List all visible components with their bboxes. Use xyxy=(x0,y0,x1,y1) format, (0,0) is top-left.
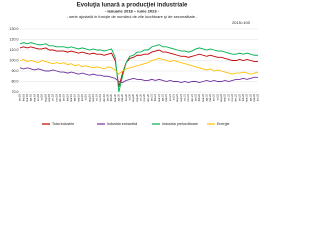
y-tick-label: 120.0 xyxy=(10,37,19,41)
x-tick-label: apr.19 xyxy=(73,93,77,101)
y-tick-label: 70.0 xyxy=(12,90,19,94)
x-tick-label: dec.18 xyxy=(58,93,62,101)
x-tick-label: feb.18 xyxy=(21,93,25,101)
y-tick-label: 100.0 xyxy=(10,58,19,62)
x-tick-label: ian.18 xyxy=(18,93,22,101)
x-tick-label: sep.20 xyxy=(135,93,139,101)
x-tick-label: sep.19 xyxy=(91,93,95,101)
x-tick-label: apr.18 xyxy=(29,93,33,101)
legend-label: Energie xyxy=(217,122,229,126)
x-tick-label: mai.22 xyxy=(208,93,212,101)
chart-title: Evoluţia lunară a producţiei industriale xyxy=(77,3,188,9)
x-tick-label: mar.20 xyxy=(113,93,117,101)
x-tick-label: aug.19 xyxy=(87,93,91,101)
x-tick-label: oct.19 xyxy=(95,93,99,101)
x-tick-label: apr.23 xyxy=(248,93,252,101)
legend-label: Total industrie xyxy=(52,122,74,126)
x-tick-label: feb.21 xyxy=(153,93,157,101)
x-tick-label: oct.18 xyxy=(51,93,55,101)
series-line xyxy=(19,57,259,75)
x-tick-label: iul.21 xyxy=(171,93,175,100)
series-line xyxy=(19,42,258,93)
chart-subtitle: - ianuarie 2018 – iunie 2023 - xyxy=(105,9,160,14)
x-tick-label: iun.20 xyxy=(124,93,128,101)
x-tick-label: iul.19 xyxy=(84,93,88,100)
x-tick-label: ian.20 xyxy=(106,93,110,101)
x-tick-label: iun.22 xyxy=(212,93,216,101)
x-tick-label: ian.22 xyxy=(193,93,197,101)
y-tick-label: 130.0 xyxy=(10,27,19,31)
x-tick-label: dec.19 xyxy=(102,93,106,101)
x-tick-label: dec.21 xyxy=(190,93,194,101)
series-line xyxy=(19,46,258,87)
chart-note: - serie ajustată în funcţie de numărul d… xyxy=(67,14,198,19)
x-tick-label: dec.22 xyxy=(234,93,238,101)
x-tick-label: mai.18 xyxy=(32,93,36,101)
x-tick-label: oct.21 xyxy=(182,93,186,101)
x-tick-label: nov.22 xyxy=(230,93,234,101)
x-tick-label: ian.23 xyxy=(237,93,241,101)
x-tick-label: nov.21 xyxy=(186,93,190,101)
x-tick-label: iun.19 xyxy=(80,93,84,101)
x-tick-label: sep.18 xyxy=(47,93,51,101)
x-tick-label: iun.21 xyxy=(168,93,172,101)
x-tick-label: apr.20 xyxy=(117,93,121,101)
x-tick-label: sep.21 xyxy=(179,93,183,101)
x-tick-label: mai.23 xyxy=(252,93,256,101)
x-tick-label: feb.19 xyxy=(65,93,69,101)
x-tick-label: feb.20 xyxy=(109,93,113,101)
x-tick-label: aug.21 xyxy=(175,93,179,101)
x-tick-label: ian.21 xyxy=(150,93,154,101)
chart: Evoluţia lunară a producţiei industriale… xyxy=(10,3,260,126)
x-tick-label: iul.20 xyxy=(128,93,132,100)
x-tick-label: sep.22 xyxy=(223,93,227,101)
x-tick-label: aug.20 xyxy=(131,93,135,101)
y-tick-label: 110.0 xyxy=(10,48,19,52)
x-tick-label: nov.18 xyxy=(54,93,58,101)
x-tick-label: mar.18 xyxy=(25,93,29,101)
base-note: 2015=100 xyxy=(232,20,251,25)
x-tick-label: iun.23 xyxy=(256,93,260,101)
x-tick-label: aug.18 xyxy=(43,93,47,101)
legend-label: Industria prelucrătoare xyxy=(162,122,198,126)
series-line xyxy=(19,67,258,84)
y-tick-label: 80.0 xyxy=(12,79,19,83)
x-tick-label: iul.22 xyxy=(215,93,219,100)
x-tick-label: nov.19 xyxy=(98,93,102,101)
x-tick-label: dec.20 xyxy=(146,93,150,101)
x-tick-label: nov.20 xyxy=(142,93,146,101)
x-tick-label: mar.22 xyxy=(201,93,205,101)
x-tick-label: apr.22 xyxy=(204,93,208,101)
x-tick-label: feb.22 xyxy=(197,93,201,101)
x-tick-label: ian.19 xyxy=(62,93,66,101)
x-tick-label: iul.18 xyxy=(40,93,44,100)
y-tick-label: 90.0 xyxy=(12,69,19,73)
legend-label: Industria extractivă xyxy=(107,122,137,126)
x-tick-label: aug.22 xyxy=(219,93,223,101)
x-tick-label: mar.23 xyxy=(245,93,249,101)
x-tick-label: iun.18 xyxy=(36,93,40,101)
x-tick-label: mai.20 xyxy=(120,93,124,101)
x-tick-label: oct.20 xyxy=(139,93,143,101)
x-tick-label: mar.21 xyxy=(157,93,161,101)
x-tick-label: apr.21 xyxy=(160,93,164,101)
x-tick-label: mai.19 xyxy=(76,93,80,101)
x-tick-label: mar.19 xyxy=(69,93,73,101)
x-tick-label: oct.22 xyxy=(226,93,230,101)
x-tick-label: feb.23 xyxy=(241,93,245,101)
x-tick-label: mai.21 xyxy=(164,93,168,101)
